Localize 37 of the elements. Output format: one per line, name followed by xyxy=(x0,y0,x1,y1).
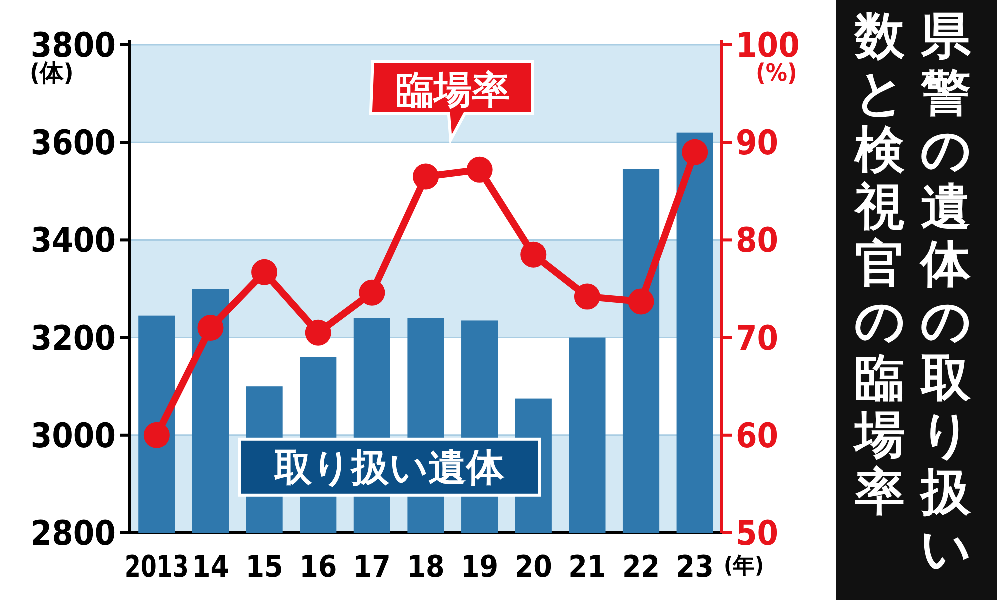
y2-tick-label: 70 xyxy=(736,318,779,359)
text: 数と検視官の臨場率 xyxy=(854,7,906,521)
point xyxy=(466,156,493,183)
point xyxy=(198,315,224,342)
label: 取り扱い遺体 xyxy=(238,438,542,497)
x-tick-label: 20 xyxy=(514,550,552,585)
point xyxy=(359,280,386,306)
point xyxy=(574,284,600,310)
point xyxy=(520,242,547,268)
x-tick-label: 17 xyxy=(353,550,391,585)
y-tick-label: 3400 xyxy=(30,221,116,262)
chart-title: 県警の遺体の取り扱い xyxy=(920,7,972,578)
point xyxy=(413,164,439,190)
y-tick-label: 3600 xyxy=(30,124,116,164)
point xyxy=(252,259,278,286)
y2-tick-label: 50 xyxy=(736,514,779,554)
x-tick-label: 22 xyxy=(622,550,660,585)
x-tick-label: 18 xyxy=(407,550,445,585)
point xyxy=(628,288,654,315)
x-axis-title: (年) xyxy=(724,554,764,579)
y-tick-label: 3000 xyxy=(30,416,116,456)
y2-tick-label: 60 xyxy=(736,416,779,456)
y-tick-label: 2800 xyxy=(30,514,116,554)
x-tick-label: 19 xyxy=(461,550,499,585)
x-tick-label: 16 xyxy=(300,550,338,585)
x-tick-label: 21 xyxy=(568,550,606,585)
point xyxy=(305,320,332,346)
point xyxy=(144,422,170,448)
y2-tick-label: 80 xyxy=(736,221,779,262)
point xyxy=(682,139,708,166)
callout: 臨場率 xyxy=(369,60,534,146)
y2-tick-label: 90 xyxy=(736,124,779,164)
x-tick-label: 15 xyxy=(246,550,284,585)
x-tick-label: 23 xyxy=(676,550,714,585)
y-tick-label: 3200 xyxy=(30,318,116,359)
series-label: 臨場率 xyxy=(396,68,510,112)
series-label: 取り扱い遺体 xyxy=(274,445,506,490)
